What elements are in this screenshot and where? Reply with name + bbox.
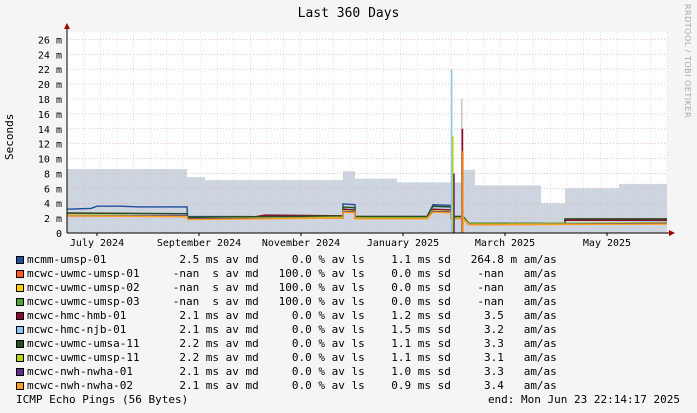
legend-text: mcwc-uwmc-umsa-11 2.2 ms av md 0.0 % av … [27,337,557,350]
legend-swatch [16,298,24,306]
legend-entry: mcwc-uwmc-umsp-03 -nan s av md 100.0 % a… [16,295,557,309]
x-axis-arrow [669,230,675,236]
legend-text: mcwc-uwmc-umsp-02 -nan s av md 100.0 % a… [27,281,557,294]
legend-entry: mcwc-uwmc-umsp-02 -nan s av md 100.0 % a… [16,281,557,295]
y-tick-label: 20 m [38,80,62,91]
y-tick-label: 14 m [38,125,62,136]
legend-swatch [16,270,24,278]
x-tick-label: May 2025 [583,238,631,249]
legend-swatch [16,284,24,292]
legend-entry: mcwc-hmc-njb-01 2.1 ms av md 0.0 % av ls… [16,323,557,337]
legend-entry: mcwc-uwmc-umsa-11 2.2 ms av md 0.0 % av … [16,337,557,351]
legend-text: mcmm-umsp-01 2.5 ms av md 0.0 % av ls 1.… [27,253,557,266]
y-tick-label: 10 m [38,155,62,166]
legend-text: mcwc-uwmc-umsp-01 -nan s av md 100.0 % a… [27,267,557,280]
y-tick-label: 26 m [38,35,62,46]
watermark: RRDTOOL / TOBI OETIKER [683,4,692,119]
legend-entry: mcwc-hmc-hmb-01 2.1 ms av md 0.0 % av ls… [16,309,557,323]
legend: mcmm-umsp-01 2.5 ms av md 0.0 % av ls 1.… [16,253,557,393]
legend-swatch [16,368,24,376]
y-axis-arrow [64,23,70,29]
x-tick-label: November 2024 [262,238,340,249]
x-tick-label: March 2025 [475,238,535,249]
legend-swatch [16,256,24,264]
x-tick-label: January 2025 [367,238,439,249]
x-tick-label: July 2024 [70,238,124,249]
y-tick-label: 6 m [44,184,62,195]
y-tick-label: 2 m [44,214,62,225]
legend-text: mcwc-nwh-nwha-01 2.1 ms av md 0.0 % av l… [27,365,557,378]
legend-text: mcwc-uwmc-umsp-11 2.2 ms av md 0.0 % av … [27,351,557,364]
y-tick-label: 16 m [38,110,62,121]
legend-text: mcwc-hmc-njb-01 2.1 ms av md 0.0 % av ls… [27,323,557,336]
chart-title: Last 360 Days [297,6,400,21]
y-tick-label: 4 m [44,199,62,210]
footer-end-time: end: Mon Jun 23 22:14:17 2025 [487,393,680,406]
legend-swatch [16,354,24,362]
legend-entry: mcwc-nwh-nwha-02 2.1 ms av md 0.0 % av l… [16,379,557,393]
legend-swatch [16,382,24,390]
legend-text: mcwc-nwh-nwha-02 2.1 ms av md 0.0 % av l… [27,379,557,392]
legend-swatch [16,326,24,334]
footer-description: ICMP Echo Pings (56 Bytes) [16,393,189,406]
legend-text: mcwc-uwmc-umsp-03 -nan s av md 100.0 % a… [27,295,557,308]
legend-entry: mcmm-umsp-01 2.5 ms av md 0.0 % av ls 1.… [16,253,557,267]
y-tick-label: 0 [56,229,62,240]
x-tick-label: September 2024 [157,238,241,249]
legend-swatch [16,312,24,320]
y-tick-label: 18 m [38,95,62,106]
legend-entry: mcwc-uwmc-umsp-11 2.2 ms av md 0.0 % av … [16,351,557,365]
y-tick-label: 12 m [38,140,62,151]
legend-entry: mcwc-nwh-nwha-01 2.1 ms av md 0.0 % av l… [16,365,557,379]
legend-swatch [16,340,24,348]
y-tick-label: 22 m [38,65,62,76]
legend-text: mcwc-hmc-hmb-01 2.1 ms av md 0.0 % av ls… [27,309,557,322]
y-tick-label: 24 m [38,50,62,61]
legend-entry: mcwc-uwmc-umsp-01 -nan s av md 100.0 % a… [16,267,557,281]
y-tick-label: 8 m [44,169,62,180]
